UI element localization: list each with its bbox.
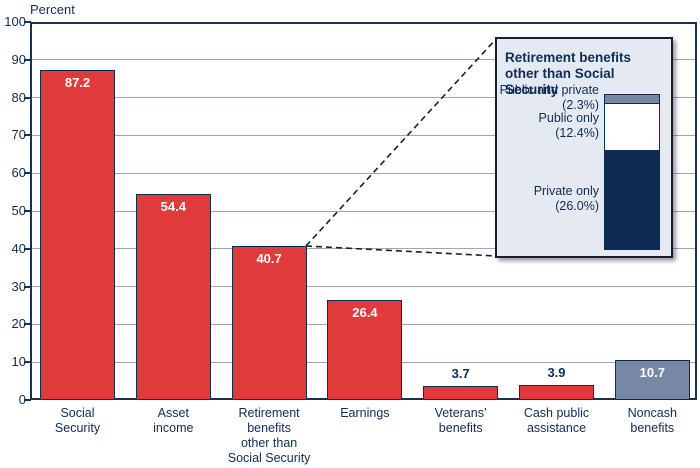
inset-segment-label-public-and-private: Public and private (2.3%): [499, 83, 599, 113]
y-tick-label-40: 40: [11, 240, 26, 256]
y-tick-label-60: 60: [11, 165, 26, 181]
y-tick-60: [24, 172, 31, 175]
y-tick-70: [24, 134, 31, 137]
category-label-earnings: Earnings: [340, 406, 390, 420]
inset-segment-label-public-only: Public only (12.4%): [538, 111, 599, 141]
bar-retirement-benefits-other-than-social-security: [231, 246, 307, 400]
category-label-cash-public-assistance: Cash public assistance: [523, 406, 590, 435]
y-tick-50: [24, 210, 31, 212]
y-tick-20: [24, 323, 31, 326]
y-tick-label-0: 0: [18, 392, 26, 407]
inset-stacked-bar: [604, 94, 660, 250]
bar-asset-income: [135, 194, 211, 400]
inset-title-line-2: other than Social Security: [505, 66, 615, 97]
inset-segment-public-and-private: [605, 95, 659, 104]
category-label-noncash-benefits: Noncash benefits: [627, 406, 677, 435]
bar-social-security: [40, 70, 115, 400]
inset-title-line-1: Retirement benefits: [505, 50, 632, 65]
y-tick-label-50: 50: [11, 203, 26, 218]
bar-value-retirement-benefits-other-than-social-security: 40.7: [256, 251, 282, 267]
inset-segment-private-only: [605, 150, 659, 249]
inset-retirement-breakdown: Retirement benefits other than Social Se…: [495, 37, 673, 258]
y-tick-label-80: 80: [11, 89, 26, 105]
bar-value-cash-public-assistance: 3.9: [547, 365, 566, 381]
y-tick-label-30: 30: [11, 278, 26, 294]
inset-title: Retirement benefits other than Social Se…: [505, 50, 671, 98]
bar-cash-public-assistance: [519, 385, 594, 400]
inset-segment-label-private-only: Private only (26.0%): [533, 183, 599, 213]
category-label-veterans-benefits: Veterans’ benefits: [434, 406, 487, 435]
bar-value-asset-income: 54.4: [160, 199, 186, 215]
y-tick-90: [24, 58, 31, 61]
bar-veterans-benefits: [423, 386, 499, 400]
y-tick-40: [24, 247, 31, 250]
bar-earnings: [327, 300, 403, 400]
category-label-asset-income: Asset income: [153, 406, 194, 435]
bar-value-veterans-benefits: 3.7: [451, 366, 470, 381]
category-label-retirement-benefits-other-than-social-security: Retirement benefits other than Social Se…: [227, 406, 311, 465]
y-tick-0: [24, 399, 31, 401]
bar-value-earnings: 26.4: [352, 305, 378, 321]
y-tick-label-10: 10: [11, 354, 26, 370]
bar-noncash-benefits: [614, 359, 690, 400]
category-label-social-security: Social Security: [54, 406, 101, 435]
gridline-30: [32, 286, 695, 288]
y-tick-80: [24, 96, 31, 99]
y-tick-label-70: 70: [11, 127, 26, 143]
bar-value-noncash-benefits: 10.7: [639, 364, 665, 380]
y-tick-10: [24, 361, 31, 364]
inset-segment-public-only: [605, 103, 659, 151]
bar-value-social-security: 87.2: [64, 75, 91, 91]
y-tick-100: [24, 21, 31, 23]
y-axis-title: Percent: [30, 2, 75, 17]
y-tick-label-20: 20: [11, 316, 26, 332]
y-tick-label-90: 90: [11, 51, 26, 67]
y-tick-label-100: 100: [4, 14, 26, 29]
y-tick-30: [24, 285, 31, 288]
